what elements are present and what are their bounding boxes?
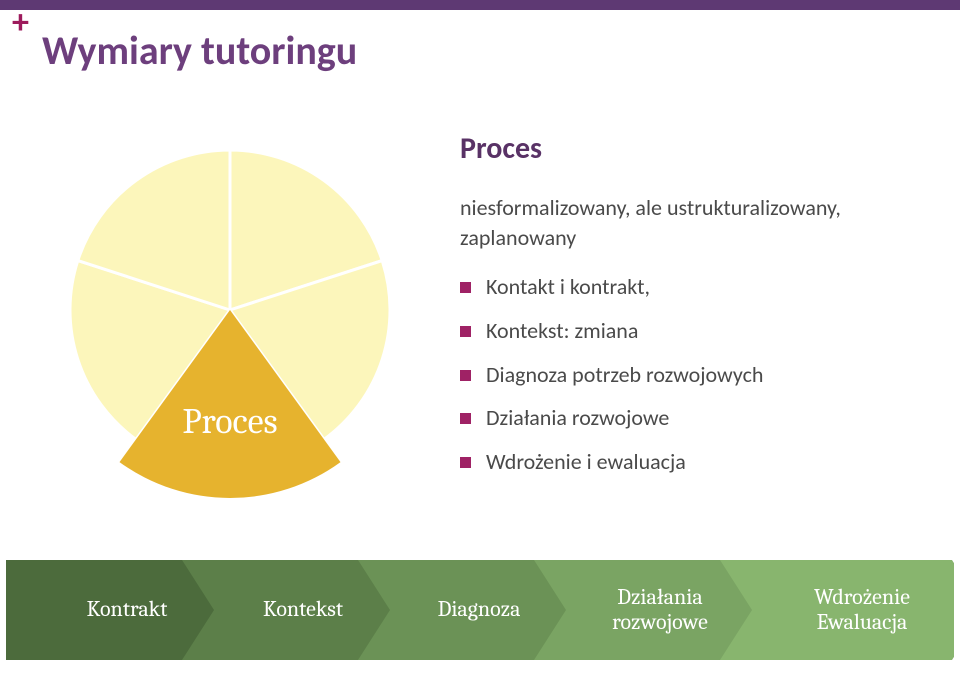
section-intro: niesformalizowany, ale ustrukturalizowan… (460, 193, 920, 252)
section-heading: Proces (460, 130, 920, 167)
bullet-item: Kontekst: zmiana (460, 316, 920, 346)
bullet-item: Wdrożenie i ewaluacja (460, 447, 920, 477)
steps-labels: KontraktKontekstDiagnozaDziałaniarozwojo… (6, 560, 954, 676)
bullet-list: Kontakt i kontrakt, Kontekst: zmiana Diagn… (460, 272, 920, 476)
content-block: Proces niesformalizowany, ale ustruktura… (460, 130, 920, 491)
pie-svg (40, 120, 420, 500)
plus-icon: + (12, 6, 29, 40)
pie-active-label: Proces (40, 401, 420, 442)
bullet-item: Diagnoza potrzeb rozwojowych (460, 360, 920, 390)
page-title: Wymiary tutoringu (42, 26, 357, 75)
pie-chart: Proces (40, 120, 420, 500)
bullet-item: Działania rozwojowe (460, 403, 920, 433)
process-steps: KontraktKontekstDiagnozaDziałaniarozwojo… (6, 560, 954, 676)
top-accent-bar (0, 0, 960, 10)
bullet-item: Kontakt i kontrakt, (460, 272, 920, 302)
process-step: WdrożenieEwaluacja (720, 560, 960, 660)
